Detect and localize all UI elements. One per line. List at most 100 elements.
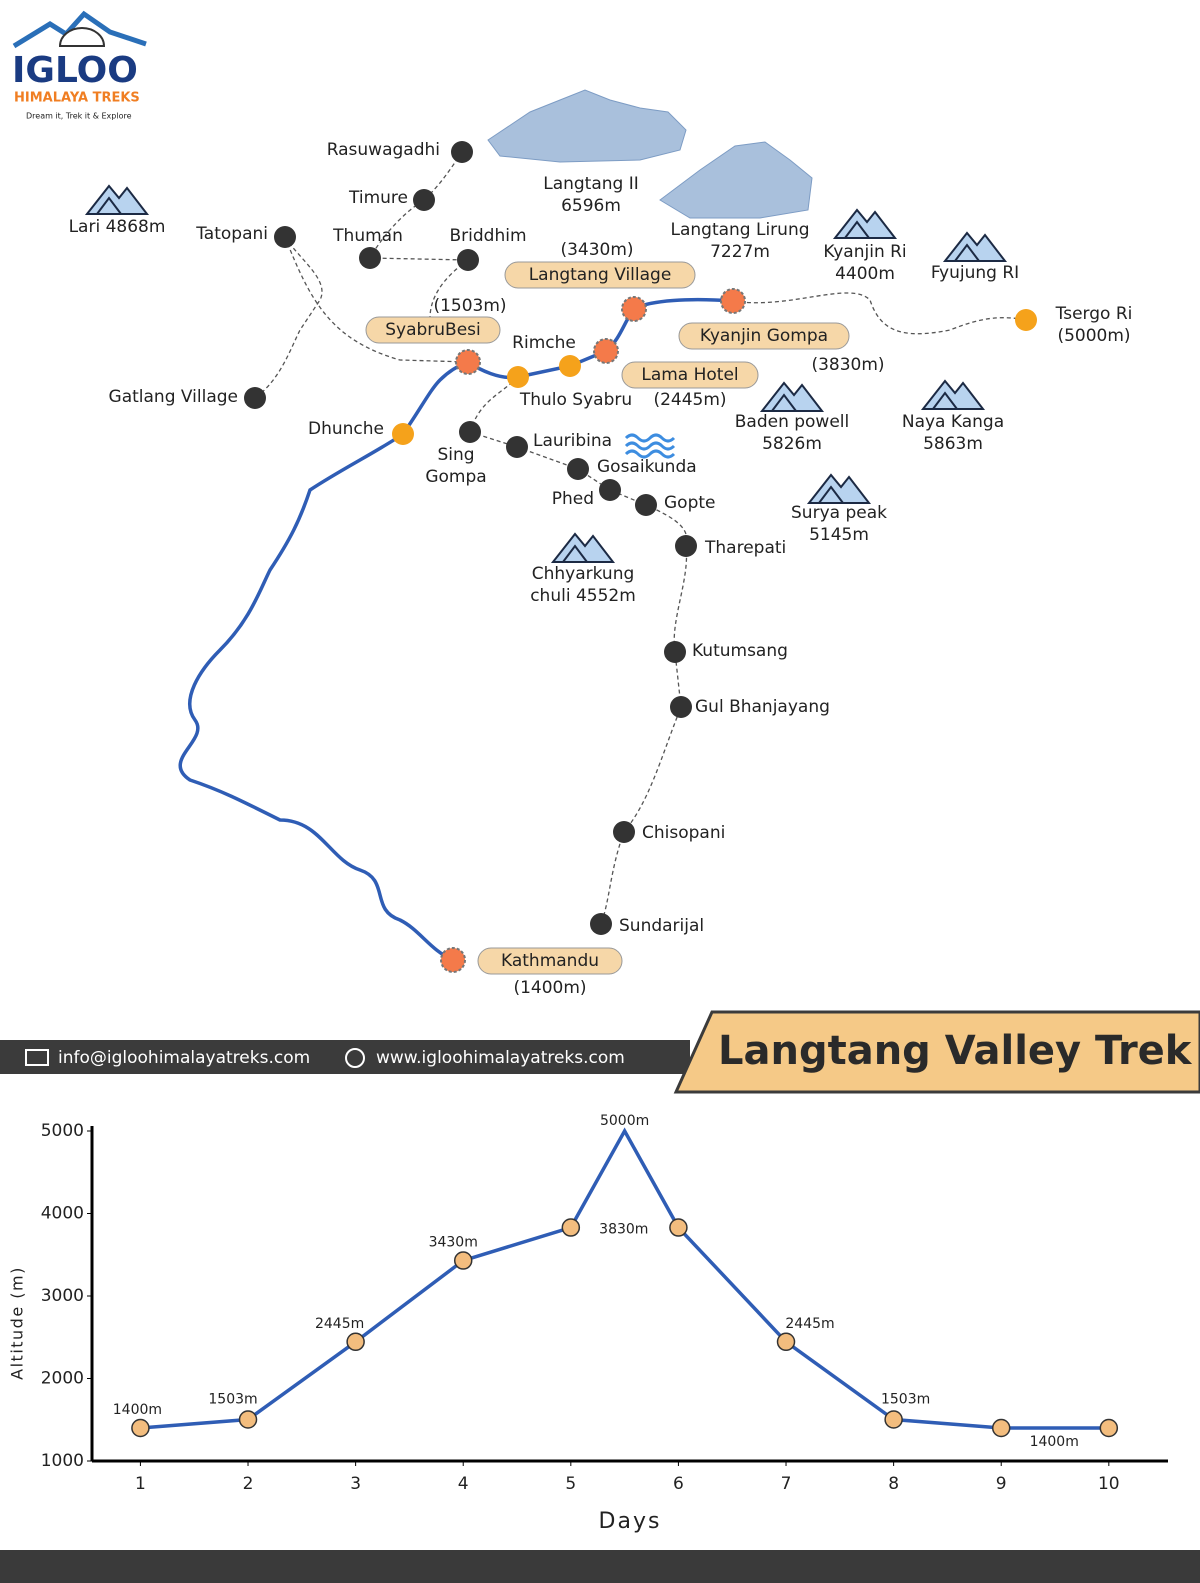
value-label: 1503m xyxy=(881,1392,930,1408)
place-label: Tharepati xyxy=(704,538,786,558)
place-dot xyxy=(599,479,621,501)
stop-altitude: (1400m) xyxy=(513,978,586,998)
altitude-point xyxy=(131,1418,150,1438)
stop-dot xyxy=(720,288,746,314)
place-label: Thulo Syabru xyxy=(519,390,632,410)
place-label: Sundarijal xyxy=(619,916,704,936)
peak-label: 5863m xyxy=(923,434,983,454)
logo-mountains xyxy=(12,10,147,49)
website: www.igloohimalayatreks.com xyxy=(376,1048,625,1068)
stop-dot xyxy=(455,349,481,375)
value-label: 2445m xyxy=(785,1316,834,1332)
mountain-art xyxy=(487,89,687,163)
place-label: Tsergo Ri xyxy=(1055,304,1133,324)
place-label: Dhunche xyxy=(308,419,384,439)
x-axis-label: Days xyxy=(599,1509,662,1534)
place-dot xyxy=(413,189,435,211)
stop-badge xyxy=(678,322,850,350)
altitude-point xyxy=(346,1332,365,1352)
place-dot xyxy=(274,226,296,248)
logo-slogan: Dream it, Trek it & Explore xyxy=(26,112,132,121)
peak-label: Naya Kanga xyxy=(902,412,1004,432)
value-label: 2445m xyxy=(315,1316,364,1332)
y-tick-label: 4000 xyxy=(41,1204,84,1224)
mail-icon xyxy=(25,1049,49,1066)
place-label: Thuman xyxy=(332,226,403,246)
place-label: Gatlang Village xyxy=(109,387,238,407)
x-tick-label: 9 xyxy=(996,1474,1007,1494)
y-tick-label: 3000 xyxy=(41,1286,84,1306)
value-label: 5000m xyxy=(600,1113,649,1129)
altitude-point xyxy=(238,1410,258,1429)
value-label: 1503m xyxy=(208,1392,257,1408)
peak-label: 4400m xyxy=(835,264,895,284)
peak-label: Langtang Lirung xyxy=(670,220,809,240)
peak-icon xyxy=(920,379,986,410)
stop-dot xyxy=(440,947,466,973)
place-label: Rimche xyxy=(512,333,576,353)
logo-tagline: HIMALAYA TREKS xyxy=(14,91,140,106)
contact-bar xyxy=(0,1040,690,1074)
stop-badge xyxy=(477,947,623,975)
stop-altitude: (2445m) xyxy=(653,390,726,410)
altitude-point xyxy=(991,1418,1011,1438)
y-tick-label: 2000 xyxy=(41,1369,84,1389)
place-label: Rasuwagadhi xyxy=(327,140,440,160)
altitude-point xyxy=(1099,1418,1119,1438)
stop-altitude: (3830m) xyxy=(811,355,884,375)
place-dot xyxy=(359,247,381,269)
trail xyxy=(732,292,1027,335)
value-label: 1400m xyxy=(1030,1434,1079,1450)
value-label: 3430m xyxy=(429,1235,478,1251)
stop-name: Kathmandu xyxy=(501,951,599,971)
place-label: Sing xyxy=(437,445,474,465)
place-dot xyxy=(613,821,635,843)
peak-label: Langtang II xyxy=(543,174,639,194)
stop-altitude: (1503m) xyxy=(433,296,506,316)
place-label: (5000m) xyxy=(1057,326,1130,346)
x-tick-label: 7 xyxy=(781,1474,792,1494)
peak-icon xyxy=(759,381,825,412)
stop-dot xyxy=(593,338,619,364)
place-dot xyxy=(635,494,657,516)
value-label: 3830m xyxy=(599,1222,648,1238)
x-tick-label: 4 xyxy=(458,1474,469,1494)
place-label: Gosaikunda xyxy=(597,457,697,477)
x-tick-label: 2 xyxy=(243,1474,254,1494)
peak-label: 5826m xyxy=(762,434,822,454)
peak-label: Chhyarkung xyxy=(532,564,635,584)
stop-altitude: (3430m) xyxy=(560,240,633,260)
place-label: Timure xyxy=(348,188,408,208)
place-dot xyxy=(392,423,414,445)
place-label: Gul Bhanjayang xyxy=(695,697,830,717)
email: info@igloohimalayatreks.com xyxy=(58,1048,310,1068)
logo: IGLOO HIMALAYA TREKS Dream it, Trek it &… xyxy=(12,10,147,121)
logo-igloo xyxy=(58,27,106,47)
peak-icon xyxy=(550,532,616,563)
place-label: Kutumsang xyxy=(692,641,788,661)
stop-name: Langtang Village xyxy=(529,265,672,285)
altitude-point xyxy=(776,1332,796,1352)
route xyxy=(178,297,734,962)
peak-icon xyxy=(832,208,898,239)
peak-label: Baden powell xyxy=(735,412,850,432)
stop-name: SyabruBesi xyxy=(385,320,481,340)
place-dot xyxy=(559,355,581,377)
place-label: Chisopani xyxy=(642,823,725,843)
x-tick-label: 3 xyxy=(350,1474,361,1494)
y-axis-label: Altitude (m) xyxy=(8,1266,27,1380)
place-dot xyxy=(664,641,686,663)
bottom-bar xyxy=(0,1550,1200,1583)
altitude-point xyxy=(453,1251,473,1270)
trail xyxy=(469,431,688,925)
altitude-line xyxy=(140,1127,1109,1430)
peak-icon xyxy=(84,184,150,215)
mountain-art xyxy=(659,141,813,219)
peak-label: Surya peak xyxy=(791,503,887,523)
place-dot xyxy=(590,913,612,935)
place-label: Phed xyxy=(552,489,594,509)
x-tick-label: 10 xyxy=(1098,1474,1120,1494)
place-dot xyxy=(459,421,481,443)
peak-icon xyxy=(942,231,1008,262)
